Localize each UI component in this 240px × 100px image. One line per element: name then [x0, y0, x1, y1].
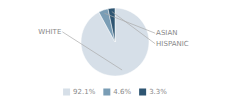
- leader-line: [62, 32, 122, 70]
- annotation: HISPANIC: [156, 40, 189, 48]
- legend-swatch: [103, 89, 110, 96]
- slice: [99, 9, 115, 42]
- leader-line: [112, 12, 155, 44]
- legend-label: 92.1%: [73, 88, 96, 96]
- leader-line: [104, 13, 155, 33]
- legend-label: 3.3%: [149, 88, 167, 96]
- legend: 92.1% 4.6% 3.3%: [63, 88, 167, 96]
- legend-item: 92.1%: [63, 88, 96, 96]
- chart: WHITE ASIAN HISPANIC 92.1% 4.6% 3.3%: [0, 0, 240, 100]
- legend-item: 4.6%: [103, 88, 131, 96]
- legend-item: 3.3%: [139, 88, 167, 96]
- annotation: ASIAN: [156, 29, 177, 37]
- legend-swatch: [139, 89, 146, 96]
- legend-label: 4.6%: [113, 88, 131, 96]
- annotations: WHITE ASIAN HISPANIC: [38, 12, 188, 70]
- annotation: WHITE: [38, 28, 61, 36]
- legend-swatch: [63, 89, 70, 96]
